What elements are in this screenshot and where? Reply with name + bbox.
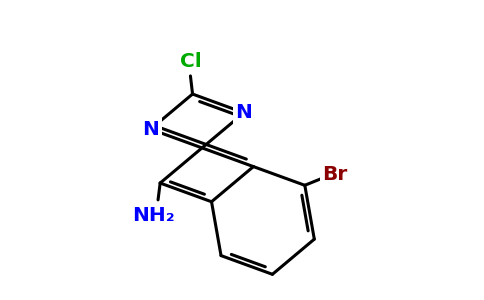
Text: N: N bbox=[236, 103, 252, 122]
Text: Cl: Cl bbox=[180, 52, 201, 71]
Text: Br: Br bbox=[322, 165, 348, 184]
Text: N: N bbox=[142, 120, 159, 139]
Text: NH₂: NH₂ bbox=[133, 206, 175, 225]
